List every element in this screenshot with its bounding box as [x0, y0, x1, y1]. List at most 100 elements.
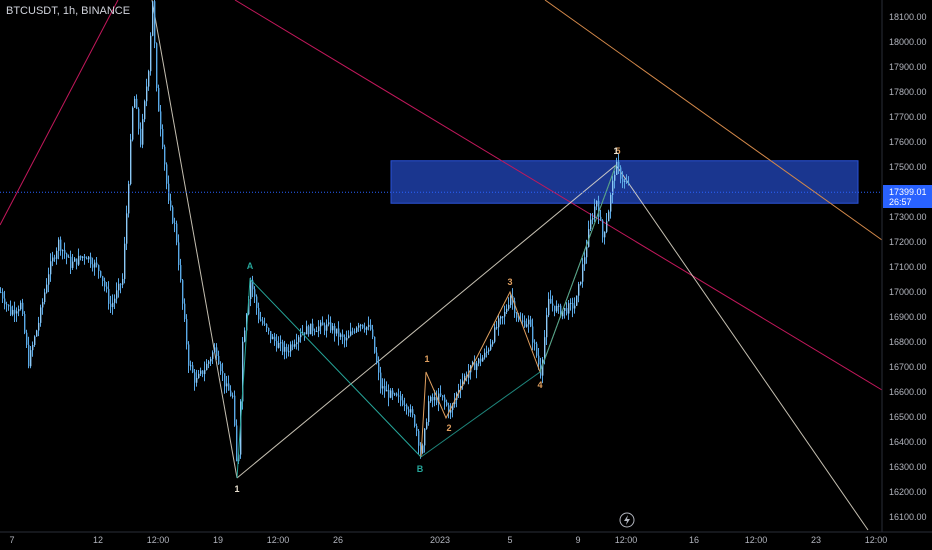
candle-body: [268, 328, 270, 332]
candle-body: [124, 243, 126, 279]
candle-body: [364, 327, 366, 330]
candle-body: [154, 1, 156, 44]
candle-body: [388, 389, 390, 398]
candle-body: [192, 365, 194, 373]
candle-body: [36, 330, 38, 337]
wave-label-4: 4: [537, 380, 542, 390]
candle-body: [594, 206, 596, 219]
candle-body: [398, 395, 400, 397]
candle-body: [524, 320, 526, 327]
candle-body: [514, 301, 516, 314]
candle-body: [278, 342, 280, 348]
time-tick-label: 16: [689, 535, 699, 545]
candle-body: [510, 295, 512, 305]
candle-body: [420, 445, 422, 454]
candle-body: [58, 239, 60, 251]
candle-body: [590, 219, 592, 230]
candle-body: [612, 180, 614, 195]
candle-body: [50, 261, 52, 275]
candle-body: [134, 98, 136, 108]
price-tick-label: 17600.00: [889, 137, 927, 147]
candle-body: [30, 350, 32, 367]
replay-icon[interactable]: [619, 512, 635, 528]
candle-body: [88, 256, 90, 260]
candle-body: [236, 425, 238, 462]
candle-body: [230, 390, 232, 397]
wave-label-1: 1: [234, 484, 239, 494]
candle-body: [292, 344, 294, 347]
candle-body: [392, 390, 394, 395]
price-tick-label: 16400.00: [889, 437, 927, 447]
price-tick-label: 16600.00: [889, 387, 927, 397]
candle-body: [396, 393, 398, 396]
candle-body: [386, 389, 388, 392]
candle-body: [556, 305, 558, 312]
candle-body: [188, 344, 190, 366]
candle-body: [384, 386, 386, 392]
candle-body: [310, 323, 312, 335]
candle-body: [118, 283, 120, 291]
candle-body: [400, 395, 402, 401]
candle-body: [490, 344, 492, 350]
candle-body: [32, 344, 34, 351]
candle-body: [368, 324, 370, 327]
candle-body: [260, 319, 262, 321]
time-axis[interactable]: 7 12 12:00 19 12:00 26 2023 5 9 12:00 16 12:00 23 12:…: [0, 531, 932, 545]
candle-body: [450, 409, 452, 413]
candle-body: [198, 373, 200, 378]
candle-body: [248, 298, 250, 315]
candle-body: [614, 174, 616, 181]
candle-body: [448, 405, 450, 413]
candle-body: [16, 311, 18, 314]
candle-body: [46, 284, 48, 293]
candle-body: [130, 139, 132, 184]
candle-body: [426, 422, 428, 429]
ticker-label: BTCUSDT, 1h, BINANCE: [6, 5, 131, 17]
candle-body: [76, 258, 78, 265]
candle-body: [428, 401, 430, 423]
candle-body: [94, 262, 96, 268]
candle-body: [152, 1, 154, 36]
candle-body: [132, 107, 134, 140]
price-tick-label: 17500.00: [889, 162, 927, 172]
candle-body: [244, 330, 246, 342]
candle-body: [408, 409, 410, 413]
wave-leg-down: [151, 0, 238, 479]
candle-body: [474, 362, 476, 370]
candle-body: [228, 383, 230, 391]
candle-body: [562, 310, 564, 317]
candle-body: [204, 370, 206, 375]
candle-body: [454, 399, 456, 405]
candle-body: [342, 334, 344, 337]
candle-body: [114, 298, 116, 303]
candle-body: [326, 324, 328, 331]
price-tag-price: 17399.01: [889, 187, 927, 197]
candle-body: [436, 396, 438, 403]
candle-body: [252, 280, 254, 290]
candle-body: [14, 309, 16, 314]
candle-body: [378, 362, 380, 373]
candle-body: [232, 395, 234, 397]
time-tick-label: 12:00: [615, 535, 638, 545]
candle-body: [90, 256, 92, 265]
candle-body: [258, 307, 260, 320]
candle-body: [434, 396, 436, 401]
candle-body: [622, 178, 624, 182]
candle-body: [360, 324, 362, 326]
candle-body: [544, 337, 546, 360]
candle-body: [140, 128, 142, 145]
candle-body: [478, 358, 480, 364]
candle-body: [336, 328, 338, 334]
candle-body: [418, 430, 420, 446]
candle-body: [338, 328, 340, 337]
candle-body: [536, 343, 538, 356]
candle-body: [482, 357, 484, 362]
candle-body: [162, 129, 164, 147]
price-tick-label: 18000.00: [889, 37, 927, 47]
candle-body: [502, 316, 504, 318]
price-tick-label: 17200.00: [889, 237, 927, 247]
price-tag: 17399.01 26:57: [883, 185, 932, 208]
